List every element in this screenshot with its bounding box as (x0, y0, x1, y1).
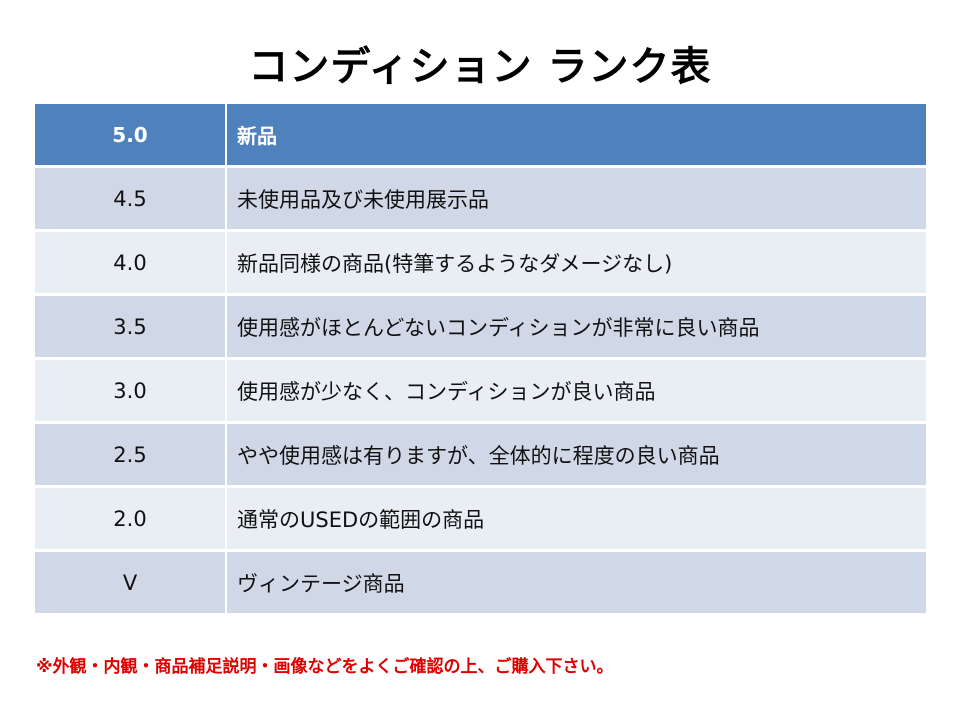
table-row: 3.5 使用感がほとんどないコンディションが非常に良い商品 (35, 294, 926, 360)
rank-cell: V (35, 550, 227, 616)
description-cell: ヴィンテージ商品 (226, 550, 926, 616)
table-row: 4.5 未使用品及び未使用展示品 (35, 166, 926, 232)
table-row: 2.0 通常のUSEDの範囲の商品 (35, 486, 926, 552)
rank-cell: 5.0 (35, 104, 227, 168)
notice-text: ※外観・内観・商品補足説明・画像などをよくご確認の上、ご購入下さい。 (36, 657, 614, 677)
rank-cell: 3.5 (35, 294, 227, 360)
description-cell: 通常のUSEDの範囲の商品 (226, 486, 926, 552)
rank-cell: 4.5 (35, 166, 227, 232)
page-title: コンディション ランク表 (248, 44, 712, 90)
rank-cell: 4.0 (35, 230, 227, 296)
table-row: V ヴィンテージ商品 (35, 550, 926, 616)
table-row: 3.0 使用感が少なく、コンディションが良い商品 (35, 358, 926, 424)
table-header-row: 5.0 新品 (35, 104, 926, 168)
description-cell: 新品同様の商品(特筆するようなダメージなし) (226, 230, 926, 296)
table-row: 4.0 新品同様の商品(特筆するようなダメージなし) (35, 230, 926, 296)
condition-rank-table: 5.0 新品 4.5 未使用品及び未使用展示品 4.0 新品同様の商品(特筆する… (35, 104, 926, 616)
rank-cell: 2.0 (35, 486, 227, 552)
rank-cell: 3.0 (35, 358, 227, 424)
table-row: 2.5 やや使用感は有りますが、全体的に程度の良い商品 (35, 422, 926, 488)
description-cell: 使用感がほとんどないコンディションが非常に良い商品 (226, 294, 926, 360)
description-cell: 使用感が少なく、コンディションが良い商品 (226, 358, 926, 424)
description-cell: 未使用品及び未使用展示品 (226, 166, 926, 232)
description-cell: やや使用感は有りますが、全体的に程度の良い商品 (226, 422, 926, 488)
rank-cell: 2.5 (35, 422, 227, 488)
description-cell: 新品 (226, 104, 926, 168)
